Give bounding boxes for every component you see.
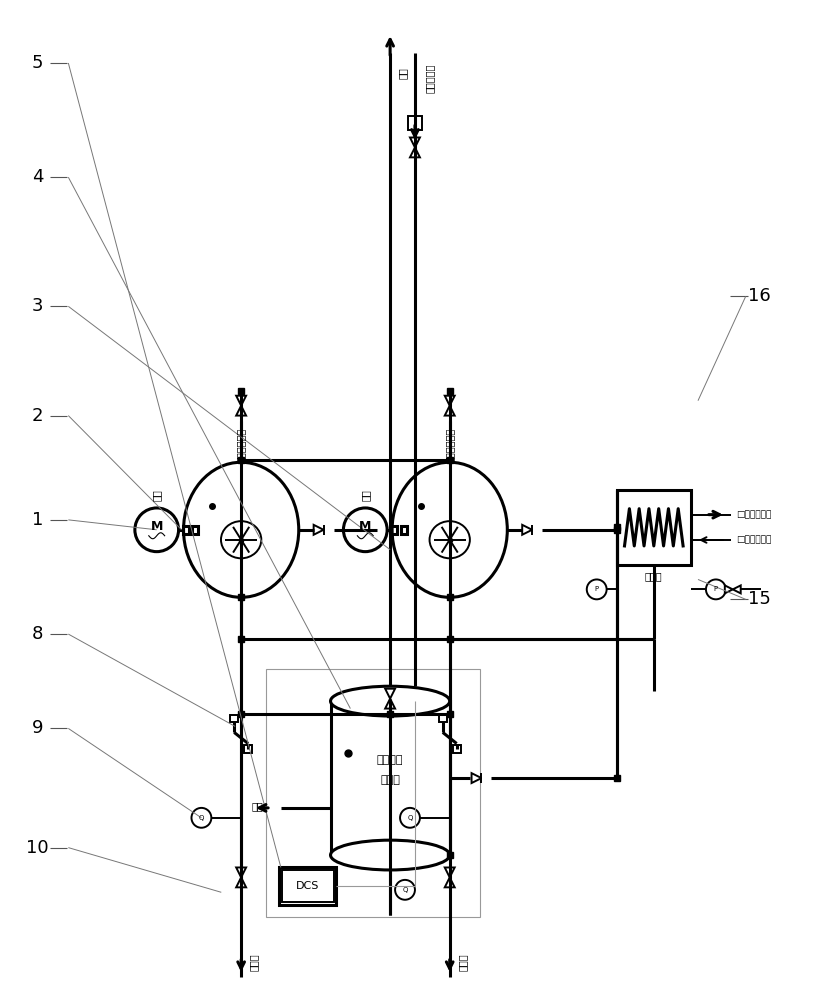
Text: 换热器: 换热器 [645, 571, 663, 581]
Text: 16: 16 [748, 287, 771, 305]
Bar [401, 526, 407, 534]
Text: 工作液补液: 工作液补液 [425, 63, 435, 93]
Text: 气液分离: 气液分离 [377, 755, 404, 765]
Polygon shape [444, 406, 455, 416]
Circle shape [587, 579, 606, 599]
Bar [244, 745, 252, 753]
Text: 储液罐: 储液罐 [380, 775, 400, 785]
Bar [330, 701, 449, 855]
Text: □冷却水出水: □冷却水出水 [736, 510, 771, 519]
Polygon shape [236, 406, 246, 416]
Text: 排液: 排液 [252, 801, 263, 811]
Text: 电机: 电机 [151, 489, 162, 501]
Circle shape [135, 508, 178, 552]
Text: M: M [151, 520, 163, 533]
Polygon shape [313, 525, 324, 535]
Bar [192, 526, 199, 534]
Text: 液环式真空泵: 液环式真空泵 [444, 428, 455, 463]
Text: DCS: DCS [296, 881, 319, 891]
Circle shape [400, 808, 420, 828]
Text: P: P [595, 586, 599, 592]
Ellipse shape [330, 686, 449, 716]
Ellipse shape [392, 462, 507, 597]
Text: 1: 1 [32, 511, 43, 529]
Polygon shape [471, 773, 482, 783]
Polygon shape [444, 396, 455, 406]
Polygon shape [444, 877, 455, 887]
Text: 2: 2 [32, 407, 43, 425]
Text: M: M [359, 520, 371, 533]
Circle shape [344, 508, 387, 552]
Polygon shape [236, 867, 246, 877]
Text: 4: 4 [32, 168, 43, 186]
Bar [391, 526, 397, 534]
Text: P: P [714, 586, 718, 592]
Polygon shape [385, 699, 395, 709]
Text: 8: 8 [32, 625, 43, 643]
Polygon shape [724, 585, 733, 593]
Bar [182, 526, 189, 534]
Polygon shape [444, 867, 455, 877]
Circle shape [395, 880, 415, 900]
Bar [279, 867, 336, 905]
Polygon shape [733, 585, 741, 593]
Text: □冷却水进水: □冷却水进水 [736, 535, 771, 544]
Text: 10: 10 [26, 839, 49, 857]
Polygon shape [236, 396, 246, 406]
Bar [282, 870, 334, 902]
Ellipse shape [330, 840, 449, 870]
Text: 3: 3 [32, 297, 43, 315]
Text: 进气管: 进气管 [249, 953, 259, 971]
Ellipse shape [183, 462, 299, 597]
Bar [616, 490, 691, 565]
Text: 电机: 电机 [361, 489, 370, 501]
Polygon shape [385, 689, 395, 699]
Text: 进气管: 进气管 [457, 953, 468, 971]
Text: 15: 15 [748, 590, 771, 608]
Text: Q: Q [199, 815, 204, 821]
Bar [408, 116, 422, 130]
Bar [266, 669, 479, 917]
Polygon shape [236, 877, 246, 887]
Text: 9: 9 [32, 719, 43, 737]
Text: Q: Q [407, 815, 413, 821]
Text: 排气: 排气 [398, 67, 408, 79]
Bar [453, 745, 461, 753]
Polygon shape [523, 525, 532, 535]
Bar [439, 715, 447, 722]
Circle shape [191, 808, 212, 828]
Bar [230, 715, 239, 722]
Text: Q: Q [402, 887, 408, 893]
Polygon shape [410, 137, 420, 147]
Text: 5: 5 [32, 54, 43, 72]
Text: 液环式真空泵: 液环式真空泵 [236, 428, 246, 463]
Circle shape [706, 579, 726, 599]
Polygon shape [410, 147, 420, 157]
